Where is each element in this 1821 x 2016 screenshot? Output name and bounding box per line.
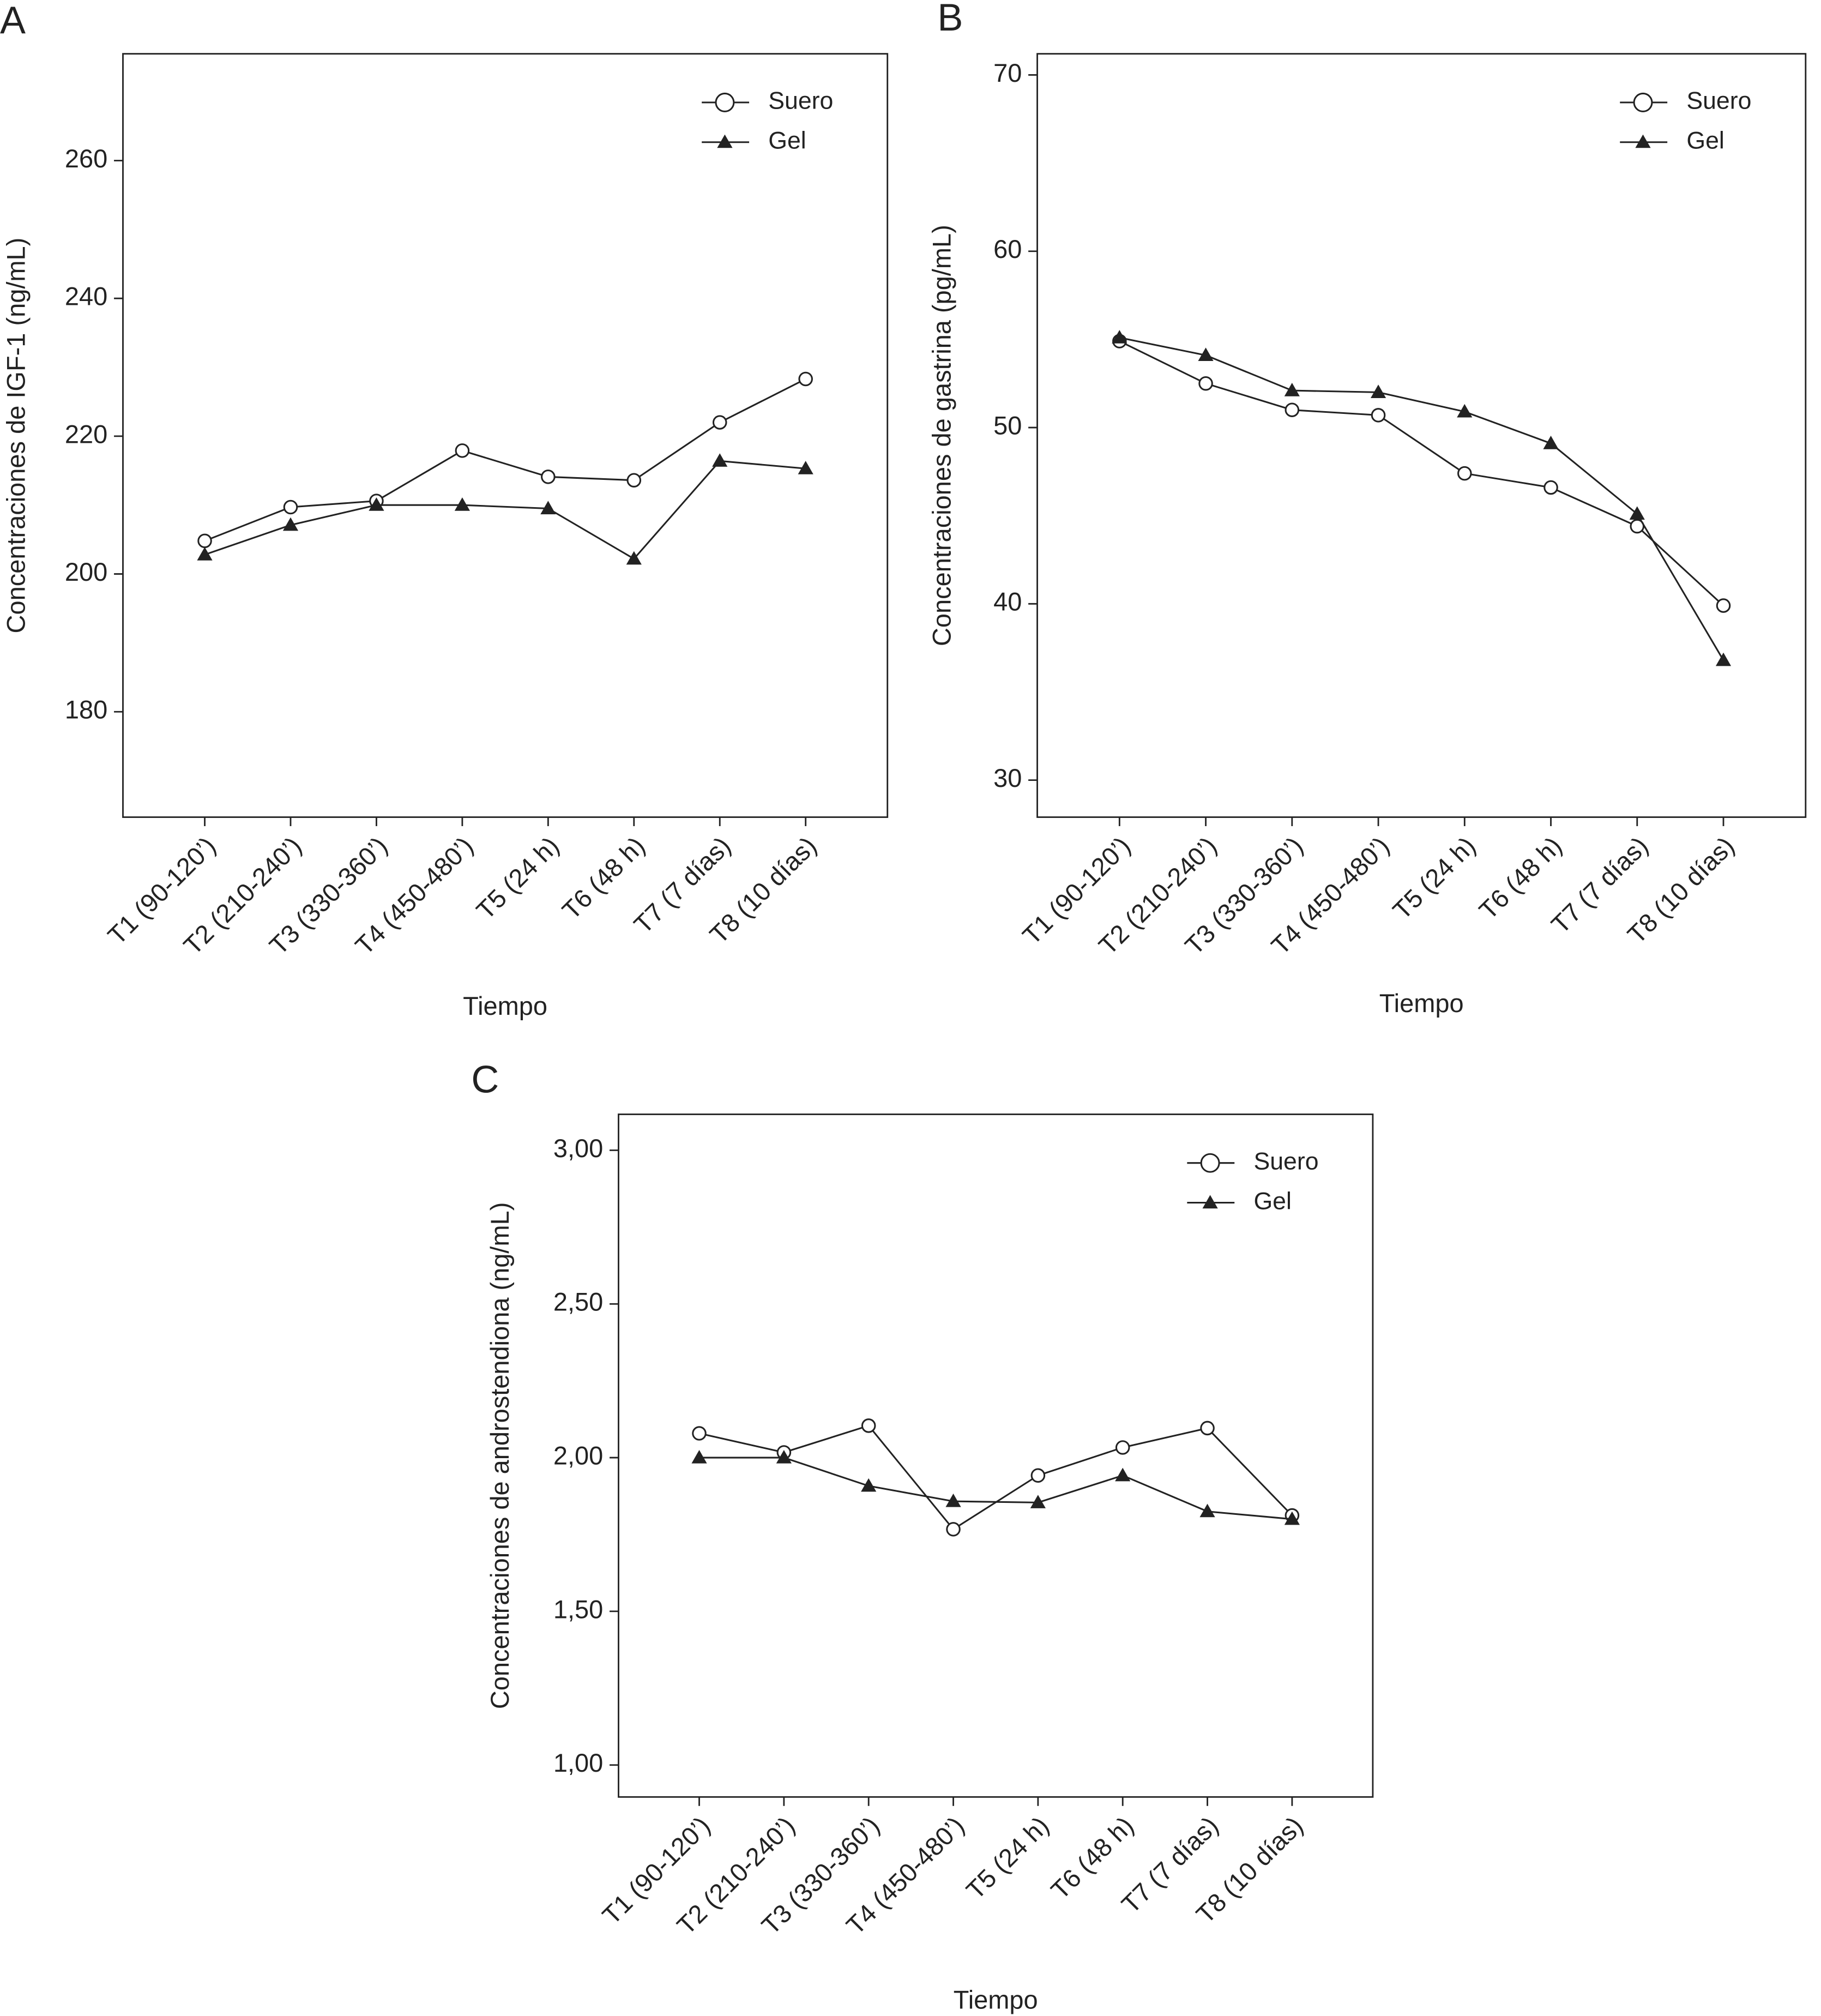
y-tick-label: 30 (993, 763, 1022, 792)
marker (1543, 436, 1559, 449)
legend-marker (1633, 92, 1653, 112)
marker (1115, 1467, 1131, 1482)
marker (692, 1426, 707, 1441)
marker (1030, 1468, 1046, 1483)
marker (1715, 652, 1732, 666)
legend-marker (1200, 1153, 1220, 1173)
panel-label: C (471, 1057, 499, 1100)
marker (945, 1494, 961, 1507)
series-line (204, 378, 806, 542)
marker (1543, 480, 1558, 495)
x-tick-label: T5 (24 h) (1387, 831, 1481, 925)
panel-label: B (937, 0, 963, 39)
y-tick-label: 1,50 (553, 1594, 603, 1623)
marker (197, 533, 212, 549)
marker (454, 497, 470, 511)
marker (1457, 404, 1473, 418)
plot-frame (122, 53, 889, 818)
series-line (204, 460, 806, 560)
marker (1198, 376, 1213, 391)
marker (1200, 1421, 1215, 1436)
marker (712, 415, 727, 430)
marker (541, 470, 556, 484)
legend-marker (1635, 134, 1651, 148)
y-tick-label: 240 (65, 282, 107, 311)
legend-label: Gel (768, 127, 806, 154)
y-axis-label: Concentraciones de androstendiona (ng/mL… (485, 1202, 514, 1710)
marker (626, 551, 642, 565)
marker (369, 497, 384, 511)
y-tick-label: 40 (993, 587, 1022, 616)
marker (861, 1418, 876, 1433)
y-tick-label: 2,00 (553, 1441, 603, 1470)
marker (1716, 598, 1731, 613)
y-tick-label: 70 (993, 58, 1022, 87)
marker (540, 501, 556, 515)
y-tick-label: 2,50 (553, 1287, 603, 1316)
y-tick-label: 3,00 (553, 1134, 603, 1163)
marker (1457, 466, 1472, 481)
marker (712, 453, 728, 467)
marker (798, 371, 813, 387)
marker (1285, 402, 1300, 417)
marker (798, 461, 813, 474)
panel-label: A (0, 0, 26, 41)
x-axis-label: Tiempo (1379, 989, 1464, 1018)
marker (946, 1522, 961, 1537)
legend-label: Suero (768, 88, 833, 115)
plot-frame (618, 1114, 1374, 1798)
y-tick-label: 180 (65, 695, 107, 724)
x-tick-label: T5 (24 h) (471, 831, 564, 925)
y-axis-label: Concentraciones de IGF-1 (ng/mL) (1, 238, 30, 634)
legend-marker (715, 92, 735, 112)
legend-label: Gel (1253, 1188, 1291, 1214)
marker (861, 1478, 877, 1492)
y-tick-label: 200 (65, 557, 107, 586)
plot-frame (1036, 53, 1807, 818)
marker (282, 517, 299, 531)
x-axis-label: Tiempo (954, 1985, 1038, 2014)
marker (283, 500, 298, 515)
x-tick-label: T5 (24 h) (961, 1811, 1054, 1905)
marker (1371, 408, 1386, 423)
marker (1115, 1440, 1130, 1455)
legend-label: Gel (1686, 127, 1724, 154)
marker (1198, 347, 1214, 362)
marker (776, 1449, 792, 1464)
y-tick-label: 60 (993, 234, 1022, 263)
marker (1629, 506, 1645, 520)
marker (1284, 1511, 1300, 1525)
series-line (699, 1457, 1293, 1520)
marker (1370, 384, 1386, 398)
y-tick-label: 50 (993, 411, 1022, 440)
y-tick-label: 260 (65, 144, 107, 173)
marker (197, 547, 213, 561)
series-line (1119, 336, 1724, 661)
x-axis-label: Tiempo (463, 991, 547, 1020)
y-tick-label: 220 (65, 419, 107, 448)
marker (691, 1449, 707, 1464)
y-axis-label: Concentraciones de gastrina (pg/mL) (927, 225, 956, 646)
legend-marker (717, 134, 733, 148)
marker (1112, 330, 1127, 344)
marker (1030, 1495, 1046, 1508)
y-tick-label: 1,00 (553, 1748, 603, 1777)
marker (455, 443, 470, 458)
legend-label: Suero (1686, 88, 1751, 115)
marker (626, 473, 642, 488)
legend-marker (1202, 1195, 1218, 1209)
marker (1284, 383, 1300, 396)
marker (1199, 1503, 1215, 1518)
series-line (1119, 340, 1724, 606)
legend-label: Suero (1253, 1148, 1318, 1175)
